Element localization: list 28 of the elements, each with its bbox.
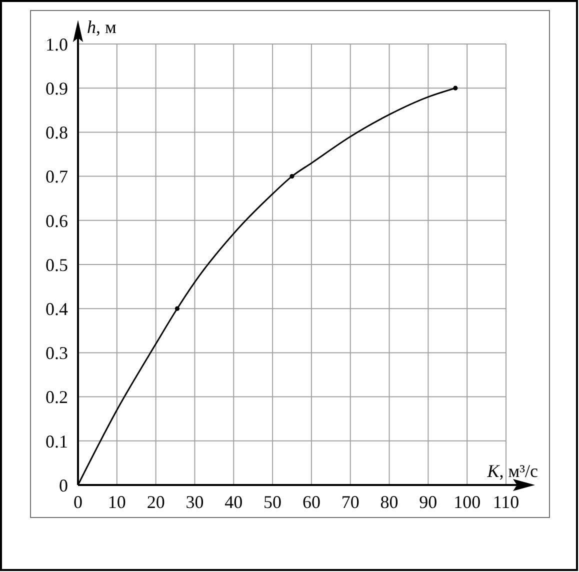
x-axis-title: K, м³/с [486, 461, 538, 481]
x-tick-label: 70 [341, 492, 360, 512]
point [174, 306, 180, 311]
y-tick-label: 0.6 [46, 210, 68, 231]
y-tick-label: 0.1 [46, 431, 68, 452]
point [453, 86, 458, 90]
x-tick-label: 0 [74, 492, 82, 512]
y-tick-label: 0.2 [46, 387, 68, 408]
point [290, 174, 294, 179]
x-tick-label: 80 [380, 492, 398, 512]
y-tick-label: 0.3 [46, 343, 68, 364]
x-tick-label: 90 [419, 492, 438, 512]
x-tick-label: 20 [146, 492, 165, 512]
y-axis-title: h, м [87, 17, 116, 37]
y-tick-label: 1.0 [46, 34, 68, 54]
y-tick-label: 0.5 [46, 254, 68, 275]
x-tick-label: 30 [186, 492, 204, 512]
x-tick-label: 10 [108, 492, 126, 512]
x-tick-label: 110 [492, 492, 520, 512]
y-tick-label: 0.9 [46, 78, 68, 98]
y-tick-label: 0.7 [46, 166, 68, 187]
x-tick-label: 50 [264, 492, 282, 512]
y-tick-label: 0.8 [46, 122, 68, 143]
x-tick-label: 100 [454, 492, 481, 512]
x-tick-label: 60 [302, 492, 320, 512]
y-tick-label: 0 [59, 475, 68, 496]
x-tick-label: 40 [224, 492, 243, 512]
y-tick-label: 0.4 [46, 298, 68, 319]
